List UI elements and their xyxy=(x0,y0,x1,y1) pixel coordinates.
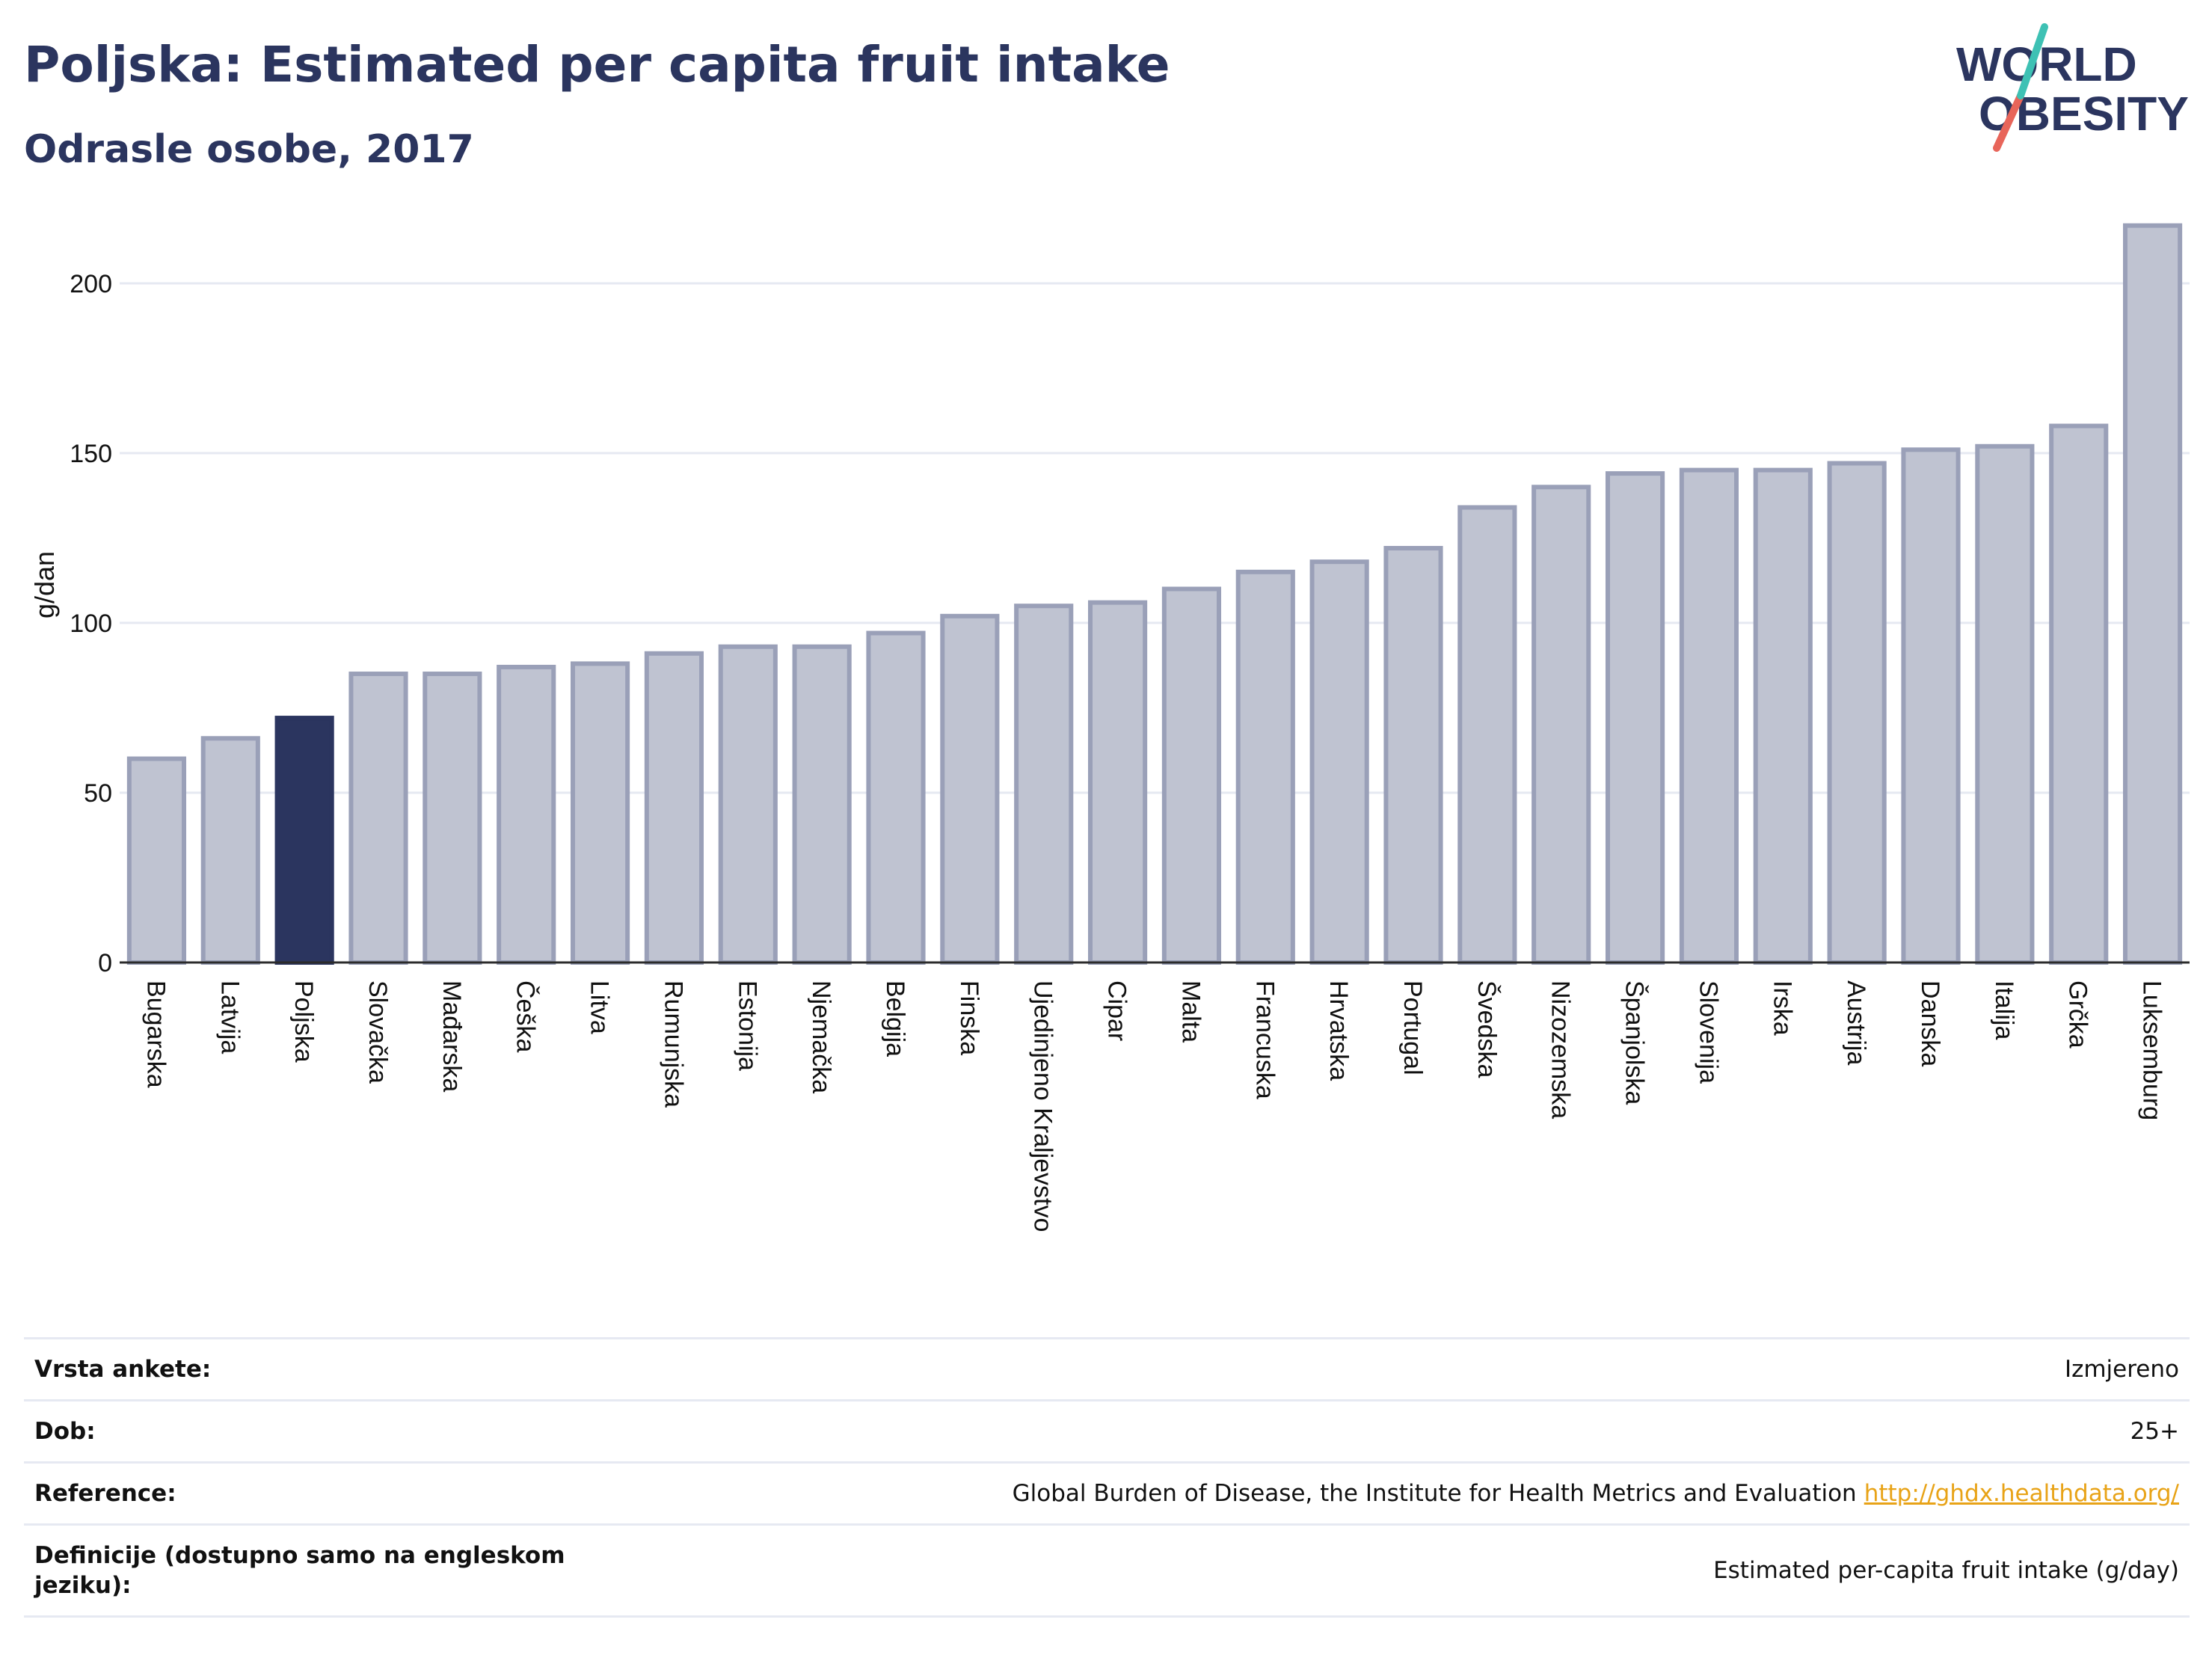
x-tick-label: Finska xyxy=(955,980,983,1055)
info-row-age: Dob: 25+ xyxy=(24,1401,2190,1464)
x-tick-label: Španjolska xyxy=(1620,980,1649,1105)
x-tick-label: Ujedinjeno Kraljevstvo xyxy=(1029,980,1057,1232)
bar-švedska[interactable] xyxy=(1457,505,1517,965)
x-tick-label: Slovenija xyxy=(1694,980,1722,1084)
bar-malta[interactable] xyxy=(1161,586,1222,965)
info-label: Dob: xyxy=(34,1418,96,1445)
bar-poljska[interactable] xyxy=(274,716,334,965)
bar-latvija[interactable] xyxy=(200,736,260,965)
bars xyxy=(126,223,2183,965)
info-table: Vrsta ankete: Izmjereno Dob: 25+ Referen… xyxy=(24,1337,2190,1618)
info-label: Reference: xyxy=(34,1480,176,1507)
x-tick-label: Belgija xyxy=(881,980,909,1057)
y-tick-label: 100 xyxy=(70,610,112,638)
x-tick-label: Latvija xyxy=(215,980,244,1054)
x-tick-label: Malta xyxy=(1176,980,1205,1043)
x-tick-label: Mađarska xyxy=(437,980,466,1092)
logo-slash-coral xyxy=(1993,92,2024,152)
bar-finska[interactable] xyxy=(940,613,1000,965)
x-tick-label: Cipar xyxy=(1103,980,1131,1041)
x-tick-label: Luksemburg xyxy=(2138,980,2166,1120)
bar-ujedinjeno-kraljevstvo[interactable] xyxy=(1014,604,1074,965)
bar-litva[interactable] xyxy=(570,661,630,965)
x-tick-label: Francuska xyxy=(1250,980,1279,1099)
x-tick-label: Litva xyxy=(586,980,614,1034)
bar-luksemburg[interactable] xyxy=(2122,223,2183,965)
y-axis-label: g/dan xyxy=(29,551,60,618)
y-axis-ticks: 0 50 100 150 200 xyxy=(70,270,112,977)
info-row-definitions: Definicije (dostupno samo na engleskom j… xyxy=(24,1526,2190,1618)
bar-mađarska[interactable] xyxy=(423,672,482,965)
bar-austrija[interactable] xyxy=(1827,461,1887,965)
bar-španjolska[interactable] xyxy=(1605,471,1665,965)
y-tick-label: 0 xyxy=(98,949,112,977)
bar-danska[interactable] xyxy=(1901,447,1961,965)
info-row-reference: Reference: Global Burden of Disease, the… xyxy=(24,1464,2190,1526)
x-tick-label: Bugarska xyxy=(141,980,170,1088)
logo-line1: WORLD xyxy=(1956,37,2137,91)
x-tick-label: Švedska xyxy=(1472,980,1501,1078)
bar-slovačka[interactable] xyxy=(348,672,408,965)
x-tick-label: Nizozemska xyxy=(1546,980,1575,1119)
chart-title: Poljska: Estimated per capita fruit inta… xyxy=(24,36,1170,93)
x-tick-label: Poljska xyxy=(289,980,318,1063)
x-tick-label: Estonija xyxy=(733,980,761,1071)
x-tick-label: Danska xyxy=(1916,980,1944,1066)
info-label: Definicije (dostupno samo na engleskom j… xyxy=(34,1542,565,1599)
bar-belgija[interactable] xyxy=(866,630,926,965)
x-tick-label: Njemačka xyxy=(807,980,835,1093)
bar-francuska[interactable] xyxy=(1235,569,1295,965)
bar-rumunjska[interactable] xyxy=(644,651,704,965)
bar-hrvatska[interactable] xyxy=(1309,559,1369,965)
bar-italija[interactable] xyxy=(1975,443,2035,965)
y-tick-label: 50 xyxy=(84,779,112,808)
chart-subtitle: Odrasle osobe, 2017 xyxy=(24,127,474,172)
bar-slovenija[interactable] xyxy=(1679,467,1739,965)
x-tick-label: Italija xyxy=(1990,980,2018,1040)
x-tick-label: Austrija xyxy=(1842,980,1870,1065)
x-tick-label: Češka xyxy=(511,980,540,1052)
bar-irska[interactable] xyxy=(1753,467,1813,965)
bar-cipar[interactable] xyxy=(1087,600,1148,965)
x-tick-label: Grčka xyxy=(2064,980,2092,1048)
reference-link[interactable]: http://ghdx.healthdata.org/ xyxy=(1864,1480,2179,1507)
info-value: Izmjereno xyxy=(2064,1356,2179,1383)
x-tick-label: Irska xyxy=(1768,980,1796,1036)
world-obesity-logo[interactable]: WORLD OBESITY xyxy=(1944,21,2191,156)
x-tick-label: Portugal xyxy=(1398,980,1427,1075)
bar-nizozemska[interactable] xyxy=(1531,485,1591,965)
bar-bugarska[interactable] xyxy=(126,756,187,965)
info-row-survey-type: Vrsta ankete: Izmjereno xyxy=(24,1339,2190,1401)
bar-portugal[interactable] xyxy=(1383,546,1443,965)
bar-chart: 0 50 100 150 200 Bugarska Latvija Poljska Slova… xyxy=(29,223,2190,1232)
info-label: Vrsta ankete: xyxy=(34,1356,212,1383)
bar-njemačka[interactable] xyxy=(792,644,852,965)
info-value: Estimated per-capita fruit intake (g/day… xyxy=(1713,1557,2179,1584)
x-axis-labels: Bugarska Latvija Poljska Slovačka Mađarska Če… xyxy=(141,980,2166,1232)
y-tick-label: 200 xyxy=(70,270,112,298)
x-tick-label: Rumunjska xyxy=(659,980,687,1108)
logo-slash-teal xyxy=(2017,23,2048,99)
bar-grčka[interactable] xyxy=(2049,423,2109,965)
info-value: 25+ xyxy=(2130,1418,2179,1445)
x-tick-label: Hrvatska xyxy=(1324,980,1353,1081)
bar-češka[interactable] xyxy=(497,664,556,965)
y-tick-label: 150 xyxy=(70,440,112,468)
x-tick-label: Slovačka xyxy=(363,980,392,1084)
info-value-wrapper: Global Burden of Disease, the Institute … xyxy=(1013,1479,2179,1508)
bar-estonija[interactable] xyxy=(718,644,778,965)
info-value: Global Burden of Disease, the Institute … xyxy=(1012,1480,1857,1507)
